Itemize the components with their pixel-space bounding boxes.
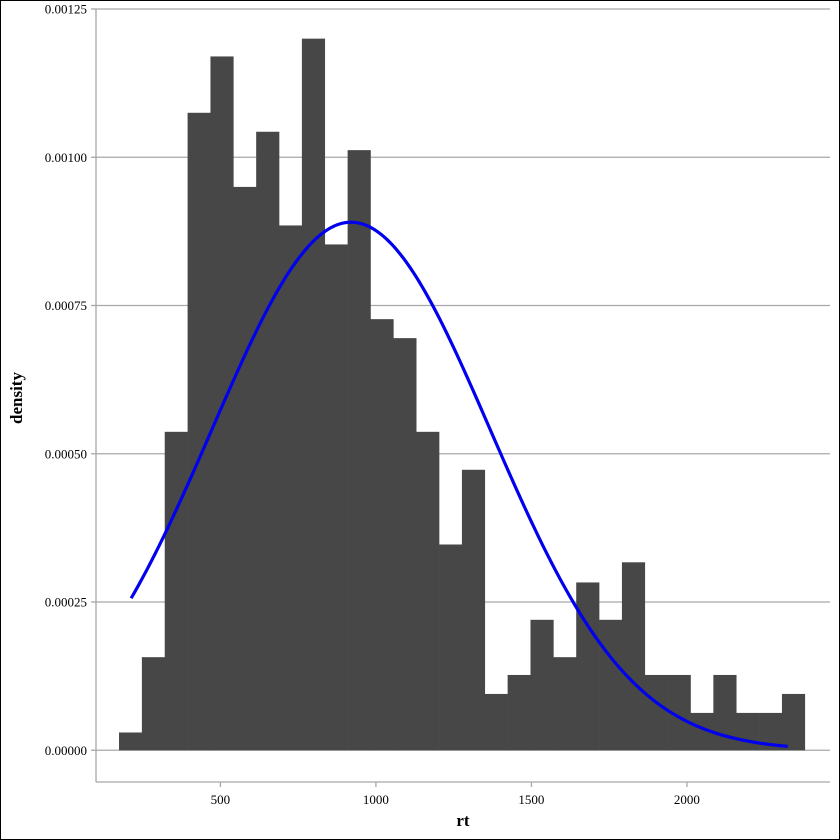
- x-tick-label: 1000: [363, 792, 389, 807]
- histogram-bar: [553, 657, 577, 751]
- y-tick-label: 0.00050: [45, 446, 87, 461]
- y-axis-title: density: [7, 372, 26, 424]
- histogram-bar: [393, 338, 417, 751]
- histogram-bar: [667, 674, 691, 751]
- histogram-bar: [461, 469, 486, 751]
- histogram-bar: [621, 562, 646, 751]
- density-curve: [129, 220, 788, 748]
- histogram-bar: [530, 619, 554, 751]
- x-axis-title: rt: [456, 811, 470, 830]
- y-tick-label: 0.00100: [45, 150, 87, 165]
- histogram-bar: [439, 544, 463, 751]
- histogram-bar: [164, 431, 188, 751]
- histogram-bar: [484, 693, 508, 751]
- histogram-bar: [370, 319, 394, 751]
- histogram-bar: [690, 712, 714, 751]
- histogram-bar: [119, 732, 143, 751]
- axes: [91, 8, 830, 787]
- y-tick-label: 0.00000: [45, 743, 87, 758]
- histogram-bar: [187, 112, 211, 751]
- y-tick-label: 0.00025: [45, 595, 87, 610]
- histogram-bar: [141, 657, 166, 751]
- histogram-bar: [576, 582, 600, 751]
- histogram-bar: [507, 674, 531, 751]
- histogram-bar: [416, 431, 440, 751]
- x-tick-label: 2000: [674, 792, 700, 807]
- histogram-bar: [781, 693, 806, 751]
- histogram-bar: [256, 131, 280, 751]
- x-tick-label: 500: [211, 792, 231, 807]
- histogram-bar: [759, 712, 783, 751]
- histogram-bar: [713, 674, 737, 751]
- histogram-bar: [599, 619, 623, 751]
- y-tick-label: 0.00075: [45, 298, 87, 313]
- histogram-bar: [644, 674, 668, 751]
- histogram-bar: [301, 38, 326, 751]
- histogram-bar: [736, 712, 760, 751]
- x-tick-label: 1500: [518, 792, 544, 807]
- histogram-bar: [233, 186, 257, 751]
- histogram-bar: [279, 225, 303, 751]
- y-tick-label: 0.00125: [45, 2, 87, 17]
- histogram-bar: [347, 150, 371, 751]
- histogram-bars: [119, 38, 806, 751]
- tick-labels: 0.00000 0.00025 0.00050 0.00075 0.00100 0.001…: [45, 2, 700, 808]
- histogram-bar: [324, 244, 348, 751]
